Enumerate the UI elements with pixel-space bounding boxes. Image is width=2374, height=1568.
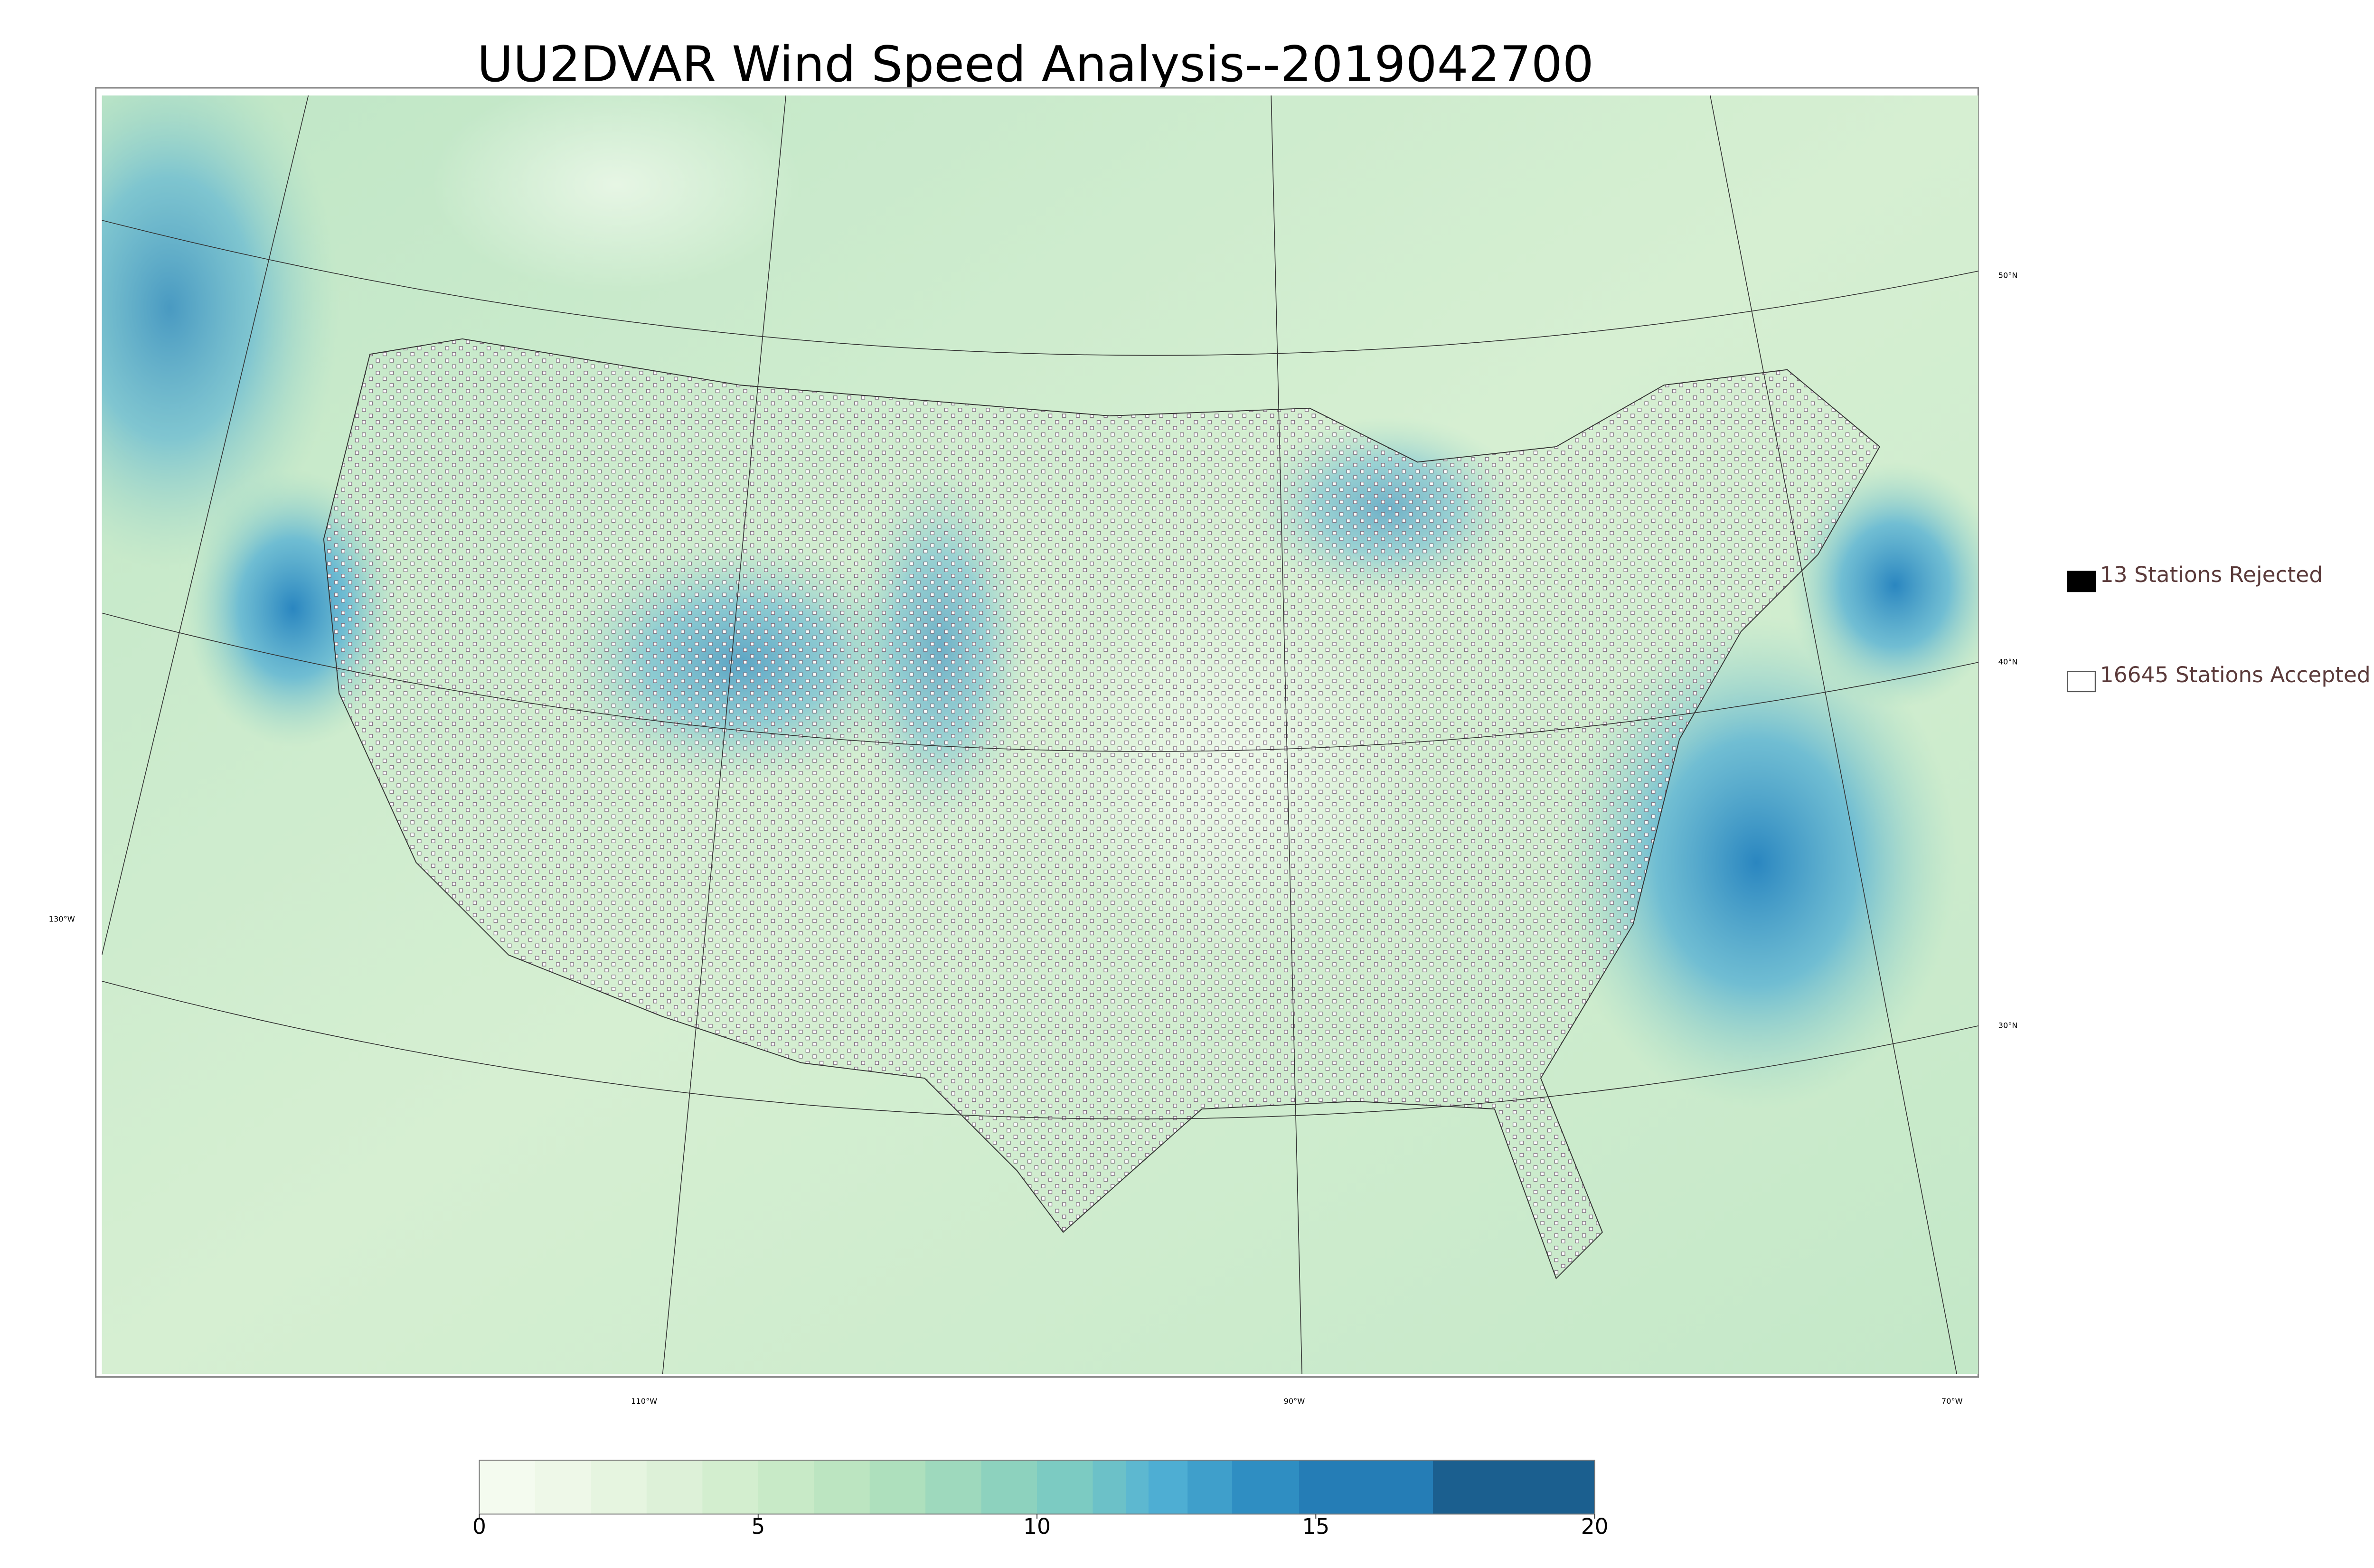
graticule-labels: 50°N 40°N 30°N 130°W 110°W 90°W 70°W — [49, 271, 2018, 1406]
colorbar-tick-label: 5 — [751, 1514, 765, 1539]
longitude-label: 130°W — [49, 915, 75, 924]
colorbar-tick-label: 15 — [1302, 1514, 1329, 1539]
graticule — [102, 95, 1978, 1374]
title: UU2DVAR Wind Speed Analysis--2019042700 — [477, 36, 1594, 93]
colorbar-segment — [1187, 1460, 1233, 1514]
longitude-label: 70°W — [1941, 1397, 1963, 1406]
colorbar: 0 5 10 15 20 — [472, 1459, 1609, 1539]
colorbar-segment — [1299, 1460, 1433, 1514]
calm-region — [432, 95, 801, 293]
longitude-label: 110°W — [631, 1397, 657, 1406]
colorbar-segment — [646, 1460, 703, 1514]
legend-swatch — [2067, 571, 2096, 592]
colorbar-segment — [535, 1460, 592, 1514]
legend-label: 16645 Stations Accepted — [2100, 662, 2371, 687]
colorbar-segment — [479, 1460, 536, 1514]
colorbar-segment — [1148, 1460, 1188, 1514]
colorbar-segment — [1232, 1460, 1300, 1514]
colorbar-segment — [869, 1460, 926, 1514]
colorbar-tick-label: 20 — [1581, 1514, 1609, 1539]
colorbar-segment — [814, 1460, 870, 1514]
colorbar-segment — [1093, 1460, 1127, 1514]
legend-label: 13 Stations Rejected — [2100, 562, 2323, 587]
colorbar-segment — [1037, 1460, 1093, 1514]
colorbar-tick-label: 10 — [1023, 1514, 1051, 1539]
colorbar-segment — [702, 1460, 759, 1514]
longitude-label: 90°W — [1284, 1397, 1305, 1406]
latitude-label: 30°N — [1998, 1021, 2018, 1030]
colorbar-tick-label: 0 — [472, 1514, 486, 1539]
colorbar-segment — [925, 1460, 982, 1514]
station-coverage — [323, 338, 1881, 1279]
map-area — [102, 95, 1978, 1374]
legend-swatch — [2067, 671, 2096, 693]
latitude-label: 40°N — [1998, 657, 2018, 667]
legend: 13 Stations Rejected 16645 Stations Accep… — [2067, 562, 2371, 693]
colorbar-segment — [1432, 1460, 1595, 1514]
colorbar-segment — [591, 1460, 647, 1514]
latitude-label: 50°N — [1998, 271, 2018, 280]
colorbar-segment — [981, 1460, 1038, 1514]
colorbar-segment — [1126, 1460, 1149, 1514]
colorbar-segment — [758, 1460, 815, 1514]
